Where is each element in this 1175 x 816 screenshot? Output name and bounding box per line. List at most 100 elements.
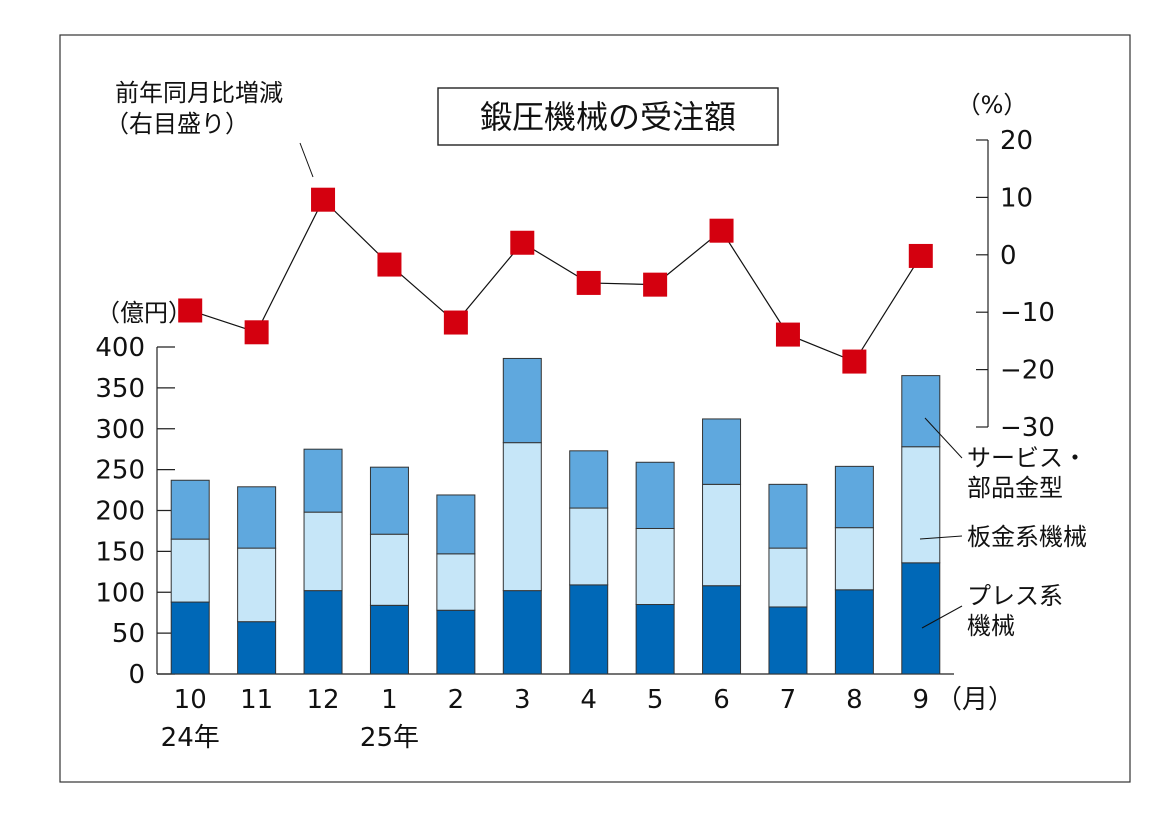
bar-segment-sheet-metal [303,511,343,592]
sheet-metal-leader-line [919,535,963,540]
bar-segment-press [768,606,808,675]
bar-segment-service [303,448,343,513]
x-tick-label: 10 [174,685,207,715]
right-tick-label: −10 [1000,298,1055,328]
bar-segment-press [502,590,542,675]
sheet-metal-label: 板金系機械 [967,523,1087,551]
x-tick-label: 8 [846,685,863,715]
month-unit: （月） [936,685,1014,715]
x-tick-label: 7 [780,685,797,715]
bar-segment-press [436,609,476,675]
right-axis-unit: （%） [957,91,1028,119]
x-tick-label: 5 [647,685,664,715]
bar-segment-service [901,375,941,448]
bar-segment-service [502,357,542,444]
bar-segment-sheet-metal [702,483,742,587]
bar-segment-service [237,486,277,549]
bar-segment-press [635,604,675,675]
yoy-marker [178,298,203,323]
x-tick-label: 6 [713,685,730,715]
yoy-marker [775,322,800,347]
bar-segment-service [834,465,874,529]
bar-segment-sheet-metal [170,538,210,603]
chart-title-box [437,87,779,146]
year-label: 24年 [161,723,220,753]
yoy-marker [842,349,867,374]
service-leader-line [924,417,963,459]
yoy-marker [377,252,402,277]
bar-segment-press [702,585,742,675]
bar-segment-service [436,494,476,555]
left-tick-label: 200 [95,497,145,527]
right-tick-label: 0 [1000,241,1017,271]
left-axis-ticks: 0 50 100 150 200 250 300 350 400 [95,333,175,690]
bar-segment-service [768,483,808,549]
bars [170,357,941,675]
chart-title: 鍛圧機械の受注額 [480,98,736,136]
press-label-line2: 機械 [967,612,1015,640]
bar-segment-sheet-metal [834,527,874,591]
yoy-marker [709,218,734,243]
yoy-line-series [178,187,933,374]
left-tick-label: 400 [95,333,145,363]
service-label-line1: サービス・ [967,444,1087,472]
right-tick-label: −20 [1000,356,1055,386]
bar-segment-press [237,621,277,675]
x-tick-label: 11 [240,685,273,715]
service-label-line2: 部品金型 [967,474,1063,502]
bar-segment-press [569,584,609,675]
bar-segment-sheet-metal [768,547,808,608]
yoy-marker [443,310,468,335]
year-label: 25年 [360,723,419,753]
bar-segment-service [569,450,609,509]
left-tick-label: 350 [95,374,145,404]
bar-segment-service [702,418,742,485]
x-tick-label: 9 [913,685,930,715]
right-axis-ticks: 20 10 0 −10 −20 −30 [976,126,1055,443]
right-tick-label: 10 [1000,183,1033,213]
left-tick-label: 300 [95,415,145,445]
left-tick-label: 50 [112,619,145,649]
yoy-marker [311,187,336,212]
bar-segment-sheet-metal [369,533,409,606]
bar-segment-press [303,590,343,675]
yoy-marker [576,270,601,295]
yoy-label-line2: （右目盛り） [105,110,249,138]
press-leader-line [921,605,963,629]
bar-segment-press [369,604,409,675]
yoy-line [190,198,922,363]
bar-segment-sheet-metal [569,507,609,586]
yoy-marker [643,272,668,297]
x-tick-label: 1 [381,685,398,715]
bar-segment-sheet-metal [901,446,941,564]
bar-segment-press [834,589,874,675]
chart-frame [59,34,1131,783]
yoy-leader-line [299,142,314,178]
yoy-label-line1: 前年同月比増減 [115,79,283,107]
bar-segment-press [170,601,210,675]
left-tick-label: 0 [128,660,145,690]
bar-segment-service [369,466,409,535]
bar-segment-service [635,461,675,529]
left-tick-label: 100 [95,578,145,608]
bar-segment-sheet-metal [237,547,277,623]
press-label-line1: プレス系 [967,582,1063,610]
x-tick-label: 12 [306,685,339,715]
x-tick-label: 3 [514,685,531,715]
right-tick-label: −30 [1000,413,1055,443]
bar-segment-sheet-metal [635,527,675,606]
bar-segment-press [901,562,941,675]
left-tick-label: 150 [95,537,145,567]
bar-segment-sheet-metal [502,442,542,592]
yoy-marker [908,243,933,268]
left-axis-unit: （億円） [96,299,192,327]
right-tick-label: 20 [1000,126,1033,156]
bar-segment-sheet-metal [436,553,476,611]
x-tick-label: 2 [448,685,465,715]
bar-segment-service [170,479,210,540]
left-tick-label: 250 [95,456,145,486]
yoy-marker [510,230,535,255]
yoy-marker [244,320,269,345]
